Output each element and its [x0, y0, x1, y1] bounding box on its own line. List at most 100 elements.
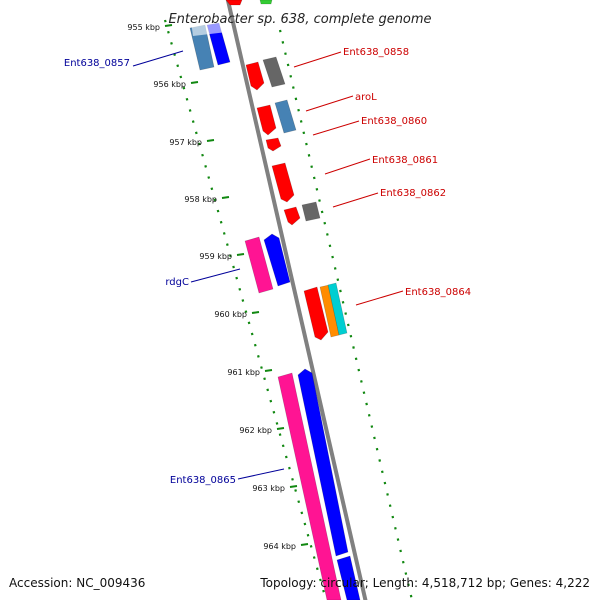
- inner-track-dot: [238, 287, 242, 291]
- inner-track-dot: [225, 243, 229, 246]
- inner-track-dot: [229, 254, 232, 258]
- accession-text: Accession: NC_009436: [9, 576, 145, 590]
- label-ent0860[interactable]: Ent638_0860: [361, 116, 427, 127]
- inner-track-dot: [201, 153, 204, 157]
- inner-track-dot: [297, 500, 301, 504]
- inner-track-dot: [250, 332, 254, 336]
- inner-track-dot: [319, 578, 322, 582]
- inner-track-dot: [222, 232, 226, 235]
- inner-track-dot: [179, 75, 183, 79]
- tick-label-958: 958 kbp: [184, 195, 217, 204]
- gene-arol-red[interactable]: [256, 104, 277, 136]
- inner-track-dot: [194, 131, 198, 135]
- inner-track-dot: [232, 265, 235, 269]
- inner-track-dot: [294, 489, 297, 492]
- inner-track-dot: [322, 589, 325, 593]
- tick-labels: 955 kbp 956 kbp 957 kbp 958 kbp 959 kbp …: [127, 23, 296, 551]
- tick-label-956: 956 kbp: [153, 80, 186, 89]
- inner-track-dot: [260, 366, 263, 369]
- inner-track-dot: [235, 276, 239, 280]
- inner-track-dot: [247, 321, 251, 325]
- inner-track-dot: [300, 511, 304, 515]
- major-tick-8: [289, 485, 298, 488]
- inner-track-dot: [216, 209, 220, 213]
- map-title: Enterobacter sp. 638, complete genome: [168, 12, 431, 27]
- gene-arol-steel[interactable]: [274, 99, 297, 134]
- backbone-line: [225, 0, 368, 600]
- label-ent0864[interactable]: Ent638_0864: [405, 287, 471, 298]
- inner-track-dot: [185, 97, 189, 101]
- major-tick-9: [300, 543, 309, 546]
- inner-track-dot: [204, 165, 207, 168]
- gene-ent0862-red[interactable]: [283, 206, 301, 226]
- major-tick-5: [251, 311, 260, 314]
- topology-text: Topology: circular; Length: 4,518,712 bp…: [259, 576, 590, 590]
- inner-track-dot: [213, 198, 217, 202]
- gene-ent0860-red[interactable]: [265, 137, 282, 152]
- tick-label-957: 957 kbp: [169, 138, 202, 147]
- inner-track-dot: [281, 444, 285, 448]
- label-rdgc[interactable]: rdgC: [165, 277, 189, 288]
- gene-ent0865-pink[interactable]: [277, 372, 342, 600]
- gene-labels: Ent638_0857 Ent638_0858 aroL Ent638_0860…: [64, 47, 471, 486]
- gene-ent0857-highlight: [190, 14, 227, 36]
- major-ticks: [164, 24, 309, 546]
- inner-track-dot: [244, 310, 248, 314]
- inner-track-dot: [176, 64, 180, 68]
- label-ent0861[interactable]: Ent638_0861: [372, 155, 438, 166]
- gene-ent0865-blue[interactable]: [297, 368, 349, 557]
- inner-track-dot: [219, 220, 223, 224]
- major-tick-1: [190, 81, 199, 84]
- tick-label-961: 961 kbp: [227, 368, 260, 377]
- inner-track-dot: [275, 422, 279, 425]
- major-tick-0: [164, 24, 173, 27]
- tick-label-964: 964 kbp: [263, 542, 296, 551]
- inner-track-dot: [182, 86, 186, 90]
- label-arol[interactable]: aroL: [355, 92, 377, 103]
- inner-track-dot: [257, 355, 260, 358]
- major-tick-2: [206, 139, 215, 142]
- inner-track-dot: [170, 42, 173, 45]
- label-ent0858[interactable]: Ent638_0858: [343, 47, 409, 58]
- gene-rdgc-pink[interactable]: [244, 236, 274, 294]
- tick-label-963: 963 kbp: [252, 484, 285, 493]
- inner-track-dot: [241, 299, 245, 302]
- inner-track-dot: [309, 545, 313, 548]
- gene-ent0861-red[interactable]: [271, 162, 295, 203]
- inner-track-dot: [284, 455, 288, 459]
- gene-ent0864-red[interactable]: [303, 286, 329, 341]
- gene-rdgc-blue[interactable]: [263, 233, 291, 287]
- inner-track-dot: [163, 19, 167, 23]
- tick-label-959: 959 kbp: [199, 252, 232, 261]
- inner-track-dot: [167, 30, 170, 34]
- label-ent0862[interactable]: Ent638_0862: [380, 188, 446, 199]
- gene-top-red[interactable]: [225, 0, 243, 6]
- gene-bottom-blue[interactable]: [336, 555, 361, 600]
- label-ent0865[interactable]: Ent638_0865: [170, 475, 236, 486]
- gene-ent0858-red[interactable]: [245, 61, 265, 91]
- inner-track-dot: [207, 176, 211, 179]
- label-leaders: [132, 50, 404, 480]
- inner-track-dot: [315, 567, 319, 571]
- label-ent0857[interactable]: Ent638_0857: [64, 58, 130, 69]
- inner-track-dot: [303, 522, 307, 526]
- gene-ent0858-gray[interactable]: [262, 56, 286, 88]
- gene-features: [189, 0, 361, 600]
- outer-tick-track: [278, 29, 413, 598]
- inner-track-dot: [291, 477, 294, 481]
- gene-ent0862-gray[interactable]: [301, 201, 321, 222]
- tick-label-955: 955 kbp: [127, 23, 160, 32]
- major-tick-6: [264, 369, 273, 372]
- inner-track-dot: [210, 187, 214, 191]
- gene-ent0864-cyan[interactable]: [327, 282, 348, 336]
- major-tick-3: [221, 196, 230, 199]
- inner-track-dot: [269, 399, 273, 403]
- inner-track-dot: [191, 120, 195, 124]
- inner-track-dot: [188, 109, 192, 112]
- inner-track-dot: [278, 433, 282, 436]
- gene-top-green[interactable]: [259, 0, 273, 5]
- tick-label-962: 962 kbp: [239, 426, 272, 435]
- major-tick-7: [276, 427, 285, 430]
